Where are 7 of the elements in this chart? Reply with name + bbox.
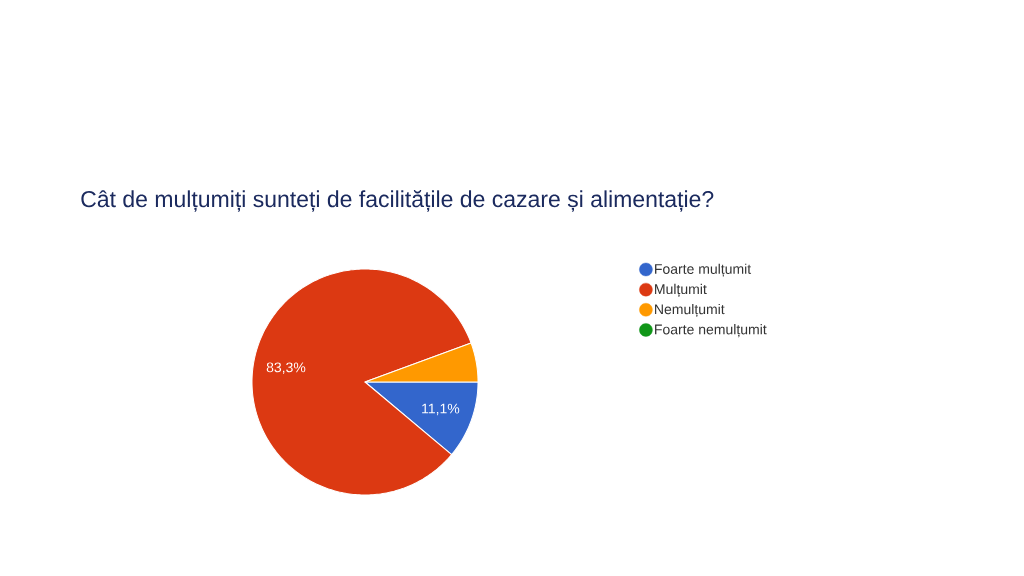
legend-label: Foarte nemulțumit <box>655 324 767 338</box>
data-label: 11,1% <box>422 403 460 416</box>
legend-label: Mulțumit <box>655 283 707 297</box>
data-label: 83,3% <box>266 362 306 374</box>
chart-title: Cât de mulțumiți sunteți de facilitățile de cazare și alimentație? <box>81 190 714 212</box>
legend-label: Nemulțumit <box>655 303 725 318</box>
legend-label: Foarte mulțumit <box>655 263 752 277</box>
